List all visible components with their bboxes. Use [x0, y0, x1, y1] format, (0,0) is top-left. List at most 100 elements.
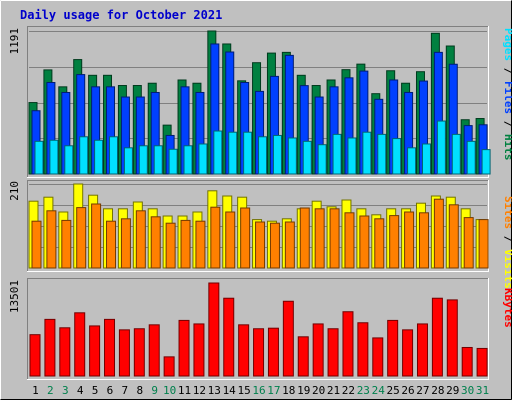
panel-legend: KBytes: [502, 288, 512, 328]
legend-entry: Pages: [502, 28, 512, 61]
chart-panels: 1191 Pages / Files / Hits 210 Sites / Visit…: [8, 26, 512, 380]
day-label-8: 8: [136, 384, 143, 397]
day-label-22: 22: [342, 384, 355, 397]
bar-kbytes-day-31: [476, 347, 488, 377]
chart-title: Daily usage for October 2021: [20, 8, 222, 22]
bar-pages-day-22: [347, 137, 357, 175]
bar-kbytes-day-21: [327, 328, 339, 377]
bar-sites-day-23: [359, 215, 370, 269]
bar-kbytes-day-16: [253, 328, 265, 377]
legend-entry: KBytes: [502, 288, 512, 328]
day-label-16: 16: [252, 384, 265, 397]
bar-sites-day-8: [135, 210, 146, 269]
day-label-17: 17: [267, 384, 280, 397]
bar-pages-day-13: [213, 130, 223, 175]
day-label-5: 5: [92, 384, 99, 397]
day-label-2: 2: [47, 384, 54, 397]
bar-pages-day-24: [377, 133, 387, 175]
bar-sites-day-24: [374, 218, 385, 269]
legend-entry: Sites: [502, 196, 512, 229]
bar-kbytes-day-3: [59, 327, 71, 377]
bar-kbytes-day-20: [312, 323, 324, 377]
bar-kbytes-day-6: [104, 318, 116, 377]
bar-kbytes-day-1: [29, 334, 41, 377]
bar-kbytes-day-17: [267, 327, 279, 377]
legend-entry: /: [502, 114, 512, 134]
bar-kbytes-day-26: [402, 329, 414, 377]
bar-pages-day-31: [481, 149, 491, 175]
bar-sites-day-22: [344, 212, 355, 269]
bar-sites-day-28: [433, 198, 444, 269]
bar-pages-day-30: [466, 140, 476, 175]
day-label-6: 6: [107, 384, 114, 397]
legend-entry: Files: [502, 81, 512, 114]
panel-max-label: 210: [8, 181, 21, 201]
bar-sites-day-15: [240, 207, 251, 269]
bar-kbytes-day-19: [297, 336, 309, 377]
bar-kbytes-day-4: [74, 312, 86, 377]
day-label-13: 13: [208, 384, 221, 397]
bar-pages-day-21: [332, 133, 342, 175]
panel-1: 1191 Pages / Files / Hits: [8, 26, 512, 178]
day-label-25: 25: [387, 384, 400, 397]
bar-sites-day-2: [46, 210, 57, 269]
day-label-19: 19: [297, 384, 310, 397]
day-label-26: 26: [401, 384, 414, 397]
bar-sites-day-27: [418, 212, 429, 269]
bar-sites-day-6: [106, 220, 117, 269]
bar-kbytes-day-15: [238, 324, 250, 377]
bar-sites-day-30: [463, 217, 474, 269]
day-label-30: 30: [461, 384, 474, 397]
bar-pages-day-10: [168, 148, 178, 175]
bar-pages-day-27: [421, 143, 431, 175]
panel-3: 13501 KBytes: [8, 278, 512, 380]
bar-sites-day-12: [195, 220, 206, 269]
bar-sites-day-9: [150, 216, 161, 269]
day-labels: 1 2 3 4 5 6 7 8 9 10 11 12 13 14 15 16 17 18 19 20 21 22 23 24 2…: [32, 384, 489, 397]
bar-pages-day-15: [243, 131, 253, 175]
bar-pages-day-18: [287, 137, 297, 175]
bar-sites-day-14: [225, 211, 236, 269]
bar-kbytes-day-18: [282, 300, 294, 377]
bar-sites-day-18: [284, 221, 295, 269]
day-label-11: 11: [178, 384, 191, 397]
bar-pages-day-9: [153, 145, 163, 175]
bar-sites-day-10: [165, 222, 176, 269]
day-label-4: 4: [77, 384, 84, 397]
day-label-24: 24: [372, 384, 386, 397]
bar-kbytes-day-23: [357, 322, 369, 377]
bar-pages-day-19: [302, 140, 312, 175]
day-label-14: 14: [223, 384, 237, 397]
bar-sites-day-17: [269, 222, 280, 269]
bar-kbytes-day-10: [163, 356, 175, 377]
bar-kbytes-day-30: [461, 346, 473, 377]
bar-kbytes-day-7: [118, 329, 130, 377]
bar-kbytes-day-12: [193, 323, 205, 377]
day-label-10: 10: [163, 384, 176, 397]
bar-kbytes-day-28: [431, 297, 443, 377]
bar-kbytes-day-22: [342, 311, 354, 377]
day-label-12: 12: [193, 384, 206, 397]
bar-pages-day-5: [94, 139, 104, 175]
bar-kbytes-day-14: [223, 297, 235, 377]
bar-sites-day-1: [31, 220, 42, 269]
bar-pages-day-4: [79, 136, 89, 175]
bar-sites-day-13: [210, 206, 221, 269]
legend-entry: /: [502, 61, 512, 81]
bar-pages-day-11: [183, 145, 193, 175]
panel-2: 210 Sites / Visits: [8, 180, 512, 289]
bar-kbytes-day-27: [416, 323, 428, 377]
day-label-18: 18: [282, 384, 295, 397]
legend-entry: /: [502, 229, 512, 249]
panel-max-label: 13501: [8, 280, 21, 313]
bar-kbytes-day-2: [44, 318, 56, 377]
bar-sites-day-3: [61, 219, 72, 269]
bar-sites-day-5: [91, 203, 102, 269]
bar-pages-day-14: [228, 131, 238, 175]
bar-kbytes-day-5: [89, 325, 101, 377]
bar-sites-day-20: [314, 208, 325, 269]
day-label-23: 23: [357, 384, 370, 397]
bar-pages-day-23: [362, 131, 372, 175]
